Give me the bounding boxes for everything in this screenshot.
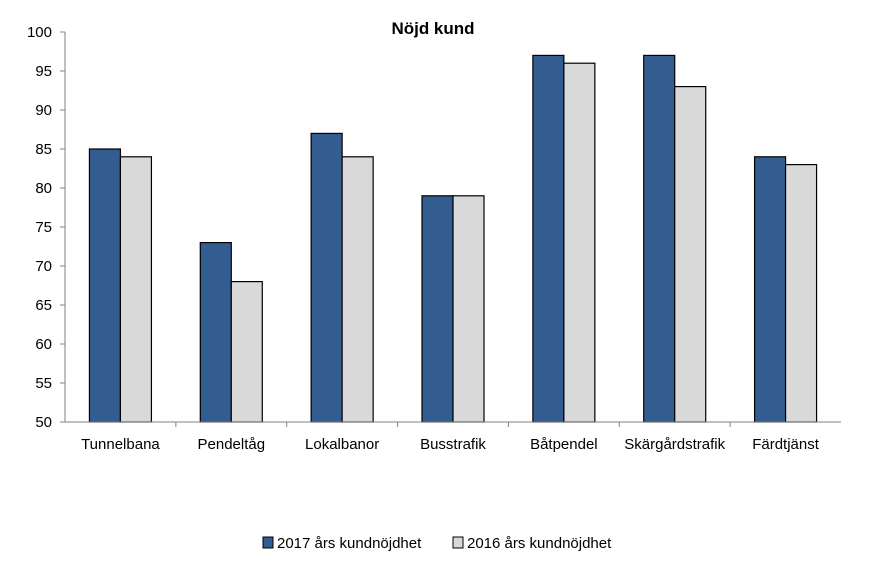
x-tick-label: Lokalbanor [305, 436, 379, 453]
legend-label: 2017 års kundnöjdhet [277, 535, 422, 552]
bar-series-1 [643, 54, 676, 423]
x-axis: Tunnelbana Pendeltåg Lokalbanor Busstrafik B… [65, 421, 841, 453]
y-tick-label: 85 [35, 141, 52, 158]
bar-series-2 [119, 156, 153, 423]
bar-series-2 [341, 156, 374, 423]
y-tick-label: 70 [35, 258, 52, 275]
bar-series-2 [674, 85, 707, 423]
y-tick-label: 65 [35, 297, 52, 314]
x-tick-label: Färdtjänst [752, 436, 820, 453]
bar-series-1 [753, 156, 787, 423]
x-tick-label: Pendeltåg [198, 436, 266, 453]
y-tick-label: 55 [35, 375, 52, 392]
y-tick-label: 95 [35, 63, 52, 80]
y-tick-label: 100 [27, 24, 52, 41]
x-tick-label: Tunnelbana [81, 436, 160, 453]
legend-label: 2016 års kundnöjdhet [467, 535, 612, 552]
y-tick-label: 75 [35, 219, 52, 236]
bar-series-1 [199, 242, 232, 423]
y-tick-label: 80 [35, 180, 52, 197]
bar-series-2 [784, 164, 818, 423]
y-tick-label: 90 [35, 102, 52, 119]
chart-title: Nöjd kund [391, 19, 474, 38]
bar-series-2 [563, 62, 596, 423]
y-tick-label: 60 [35, 336, 52, 353]
bar-series-1 [532, 54, 565, 423]
x-tick-label: Båtpendel [530, 436, 598, 453]
y-axis: 50 55 60 65 70 75 80 85 90 95 100 [27, 24, 66, 431]
bars [88, 54, 818, 423]
bar-series-1 [421, 195, 454, 423]
y-tick-label: 50 [35, 414, 52, 431]
bar-series-2 [230, 281, 263, 423]
x-tick-label: Busstrafik [420, 436, 486, 453]
x-tick-label: Skärgårdstrafik [624, 436, 725, 453]
bar-series-1 [88, 148, 122, 423]
bar-series-1 [310, 132, 343, 423]
legend-swatch [262, 536, 274, 549]
legend-swatch [452, 536, 464, 549]
bar-series-2 [452, 195, 485, 423]
legend: 2017 års kundnöjdhet 2016 års kundnöjdhet [262, 535, 612, 552]
